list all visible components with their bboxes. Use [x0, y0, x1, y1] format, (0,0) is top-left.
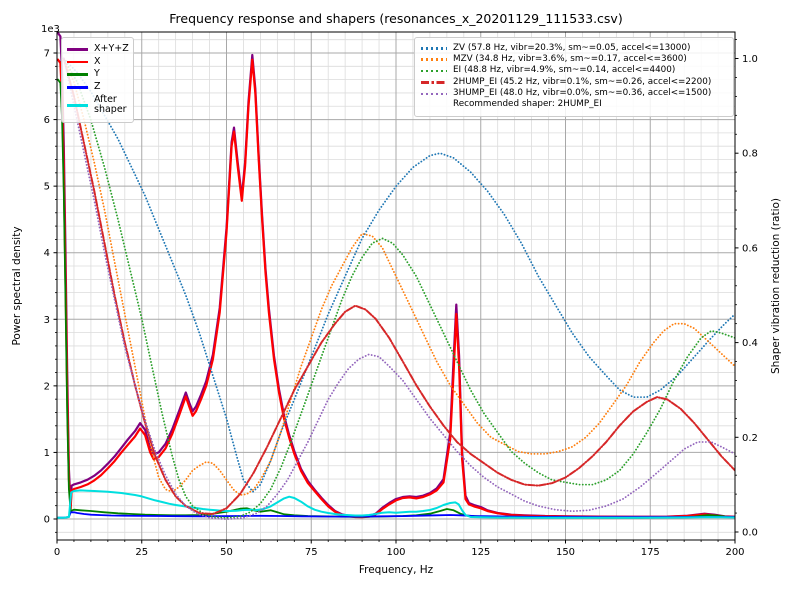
legend-line-swatch: [67, 73, 88, 76]
y-left-tick-label: 1: [44, 448, 50, 459]
y-axis-label-right: Shaper vibration reduction (ratio): [770, 197, 782, 375]
legend-item-label: MZV (34.8 Hz, vibr=3.6%, sm~=0.17, accel…: [453, 53, 687, 64]
legend-line-swatch: [67, 103, 88, 107]
y-left-tick-label: 4: [44, 248, 50, 259]
legend-line-swatch: [421, 47, 447, 50]
y-right-tick-label: 0.8: [742, 149, 758, 160]
y-right-tick-label: 0.2: [742, 433, 758, 444]
legend-item-label: 2HUMP_EI (45.2 Hz, vibr=0.1%, sm~=0.26, …: [453, 76, 712, 87]
x-tick-label: 0: [54, 547, 60, 558]
axis-ticks: 0 25 50 75 100 125 150 175 200 0 1 2 3 4 5 6 7 0.0 0.2 0.4 0…: [44, 39, 758, 558]
legend-line-swatch: [67, 60, 88, 64]
y-left-tick-label: 5: [44, 182, 50, 193]
series-line-9: [62, 57, 735, 521]
x-tick-label: 100: [386, 547, 405, 558]
legend-item: 3HUMP_EI (48.0 Hz, vibr=0.0%, sm~=0.36, …: [421, 87, 727, 99]
y-right-tick-label: 0.0: [742, 528, 758, 539]
x-tick-label: 150: [556, 547, 575, 558]
legend-main: X+Y+Z X Y Z After shaper: [61, 37, 134, 123]
legend-item-label: X+Y+Z: [94, 43, 129, 54]
legend-item: 2HUMP_EI (45.2 Hz, vibr=0.1%, sm~=0.26, …: [421, 76, 727, 88]
y-right-tick-label: 0.4: [742, 338, 758, 349]
chart-title: Frequency response and shapers (resonanc…: [169, 11, 623, 26]
legend-swatch-spacer: [421, 105, 447, 106]
legend-shapers: ZV (57.8 Hz, vibr=20.3%, sm~=0.05, accel…: [414, 37, 734, 117]
legend-item-label: ZV (57.8 Hz, vibr=20.3%, sm~=0.05, accel…: [453, 42, 691, 53]
x-tick-label: 200: [725, 547, 744, 558]
legend-line-swatch: [67, 85, 88, 89]
series-line-1: [57, 58, 735, 519]
legend-line-swatch: [67, 47, 88, 51]
legend-item: After shaper: [67, 93, 128, 116]
y-right-tick-label: 1.0: [742, 54, 758, 65]
y-axis-label-left: Power spectral density: [11, 226, 23, 346]
legend-item: Y: [67, 69, 128, 80]
legend-item-label: EI (48.8 Hz, vibr=4.9%, sm~=0.14, accel<…: [453, 65, 676, 76]
x-tick-label: 175: [641, 547, 660, 558]
x-tick-label: 75: [305, 547, 318, 558]
y-axis-multiplier: 1e3: [41, 24, 60, 35]
legend-item: MZV (34.8 Hz, vibr=3.6%, sm~=0.17, accel…: [421, 53, 727, 65]
x-axis-label: Frequency, Hz: [358, 564, 434, 576]
series-line-6: [62, 57, 735, 497]
legend-line-swatch: [421, 81, 447, 84]
legend-item-label: Z: [94, 80, 101, 92]
legend-item-label: Recommended shaper: 2HUMP_EI: [453, 99, 602, 110]
y-left-tick-label: 2: [44, 381, 50, 392]
series-line-7: [62, 57, 735, 519]
y-left-tick-label: 7: [44, 49, 50, 60]
legend-item: EI (48.8 Hz, vibr=4.9%, sm~=0.14, accel<…: [421, 65, 727, 76]
series-line-4: [57, 489, 735, 519]
x-tick-label: 50: [220, 547, 233, 558]
legend-item: X+Y+Z: [67, 43, 129, 55]
legend-item: Recommended shaper: 2HUMP_EI: [421, 99, 727, 110]
legend-item: Z: [67, 80, 128, 93]
legend-line-swatch: [421, 69, 447, 73]
series-line-5: [62, 57, 735, 493]
y-left-tick-label: 3: [44, 315, 50, 326]
y-left-tick-label: 0: [44, 515, 50, 526]
legend-item: ZV (57.8 Hz, vibr=20.3%, sm~=0.05, accel…: [421, 42, 727, 54]
y-left-tick-label: 6: [44, 115, 50, 126]
x-tick-label: 25: [135, 547, 148, 558]
y-right-tick-label: 0.6: [742, 243, 758, 254]
legend-line-swatch: [421, 92, 447, 96]
legend-item: X: [67, 55, 128, 68]
legend-item-label: After shaper: [94, 93, 127, 116]
x-tick-label: 125: [471, 547, 490, 558]
series-lines: [57, 32, 735, 521]
grid-minor: [57, 32, 735, 540]
legend-item-label: 3HUMP_EI (48.0 Hz, vibr=0.0%, sm~=0.36, …: [453, 87, 712, 98]
legend-item-label: X: [94, 55, 101, 67]
legend-line-swatch: [421, 58, 447, 62]
legend-item-label: Y: [94, 68, 100, 80]
series-line-8: [62, 57, 735, 515]
